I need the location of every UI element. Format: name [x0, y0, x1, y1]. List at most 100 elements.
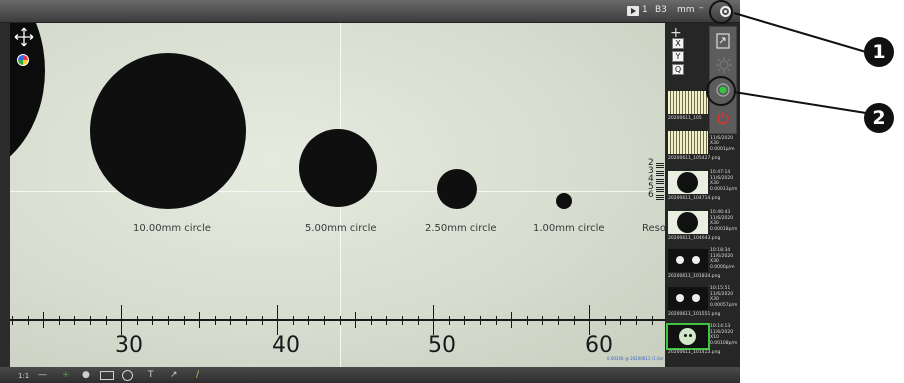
ruler-tick	[542, 315, 544, 325]
gallery-thumbnail[interactable]	[668, 287, 708, 310]
ruler-tick	[58, 315, 60, 325]
light-tool-icon[interactable]: ●	[82, 370, 90, 380]
circle-tool-icon[interactable]	[122, 370, 133, 381]
axis-x-button[interactable]: X	[672, 38, 684, 49]
ruler-tick	[199, 312, 201, 328]
ruler-tick	[464, 315, 466, 325]
ruler-tick	[386, 315, 388, 325]
color-palette-icon[interactable]	[17, 54, 29, 66]
minimize-icon[interactable]: –	[699, 3, 704, 13]
ruler-tick	[620, 315, 622, 325]
video-camera-icon[interactable]	[627, 6, 639, 16]
pen-tool-icon[interactable]: /	[196, 370, 200, 380]
ruler-label: 60	[585, 333, 613, 358]
ruler-tick	[573, 315, 575, 325]
sun-icon[interactable]	[716, 57, 732, 73]
gear-icon	[720, 6, 731, 17]
circle-label: 2.50mm circle	[425, 223, 497, 234]
res-number: 5	[648, 182, 654, 192]
gallery-thumbnail[interactable]	[668, 249, 708, 272]
ruler-tick	[105, 315, 107, 325]
res-number: 6	[648, 190, 654, 200]
ruler-tick	[558, 315, 559, 325]
calibration-stamp: 0.00356 @ 20200611 (1.0x)	[607, 356, 664, 361]
ruler-tick	[121, 305, 123, 335]
circle-label: 10.00mm circle	[133, 223, 211, 234]
ruler-tick	[651, 315, 653, 325]
ruler-tick	[402, 315, 403, 325]
thumbnail-filename: 20200611_101834.png	[668, 274, 721, 279]
res-number: 4	[648, 174, 654, 184]
add-icon[interactable]: +	[670, 25, 682, 41]
circle-5mm	[299, 129, 377, 207]
zoom-label[interactable]: 1:1	[18, 372, 30, 380]
ruler-tick	[433, 305, 435, 335]
ruler-tick	[370, 315, 372, 325]
camera-index: 1	[642, 5, 648, 15]
ruler-tick	[168, 315, 169, 325]
ruler-tick	[74, 315, 76, 325]
text-tool[interactable]: T	[148, 370, 154, 380]
ruler-tick	[230, 315, 232, 325]
record-icon[interactable]	[716, 83, 730, 97]
ruler-tick	[292, 315, 294, 325]
thumbnail-filename: 20200611_101413.png	[668, 350, 721, 355]
ruler-tick	[324, 315, 325, 325]
point-tool-icon[interactable]: +	[62, 370, 70, 380]
thumbnail-filename: 20200611_104714.png	[668, 196, 721, 201]
arrow-tool-icon[interactable]: ↗	[170, 370, 178, 380]
gallery-thumbnail[interactable]	[666, 323, 710, 350]
res-number: 3	[648, 166, 654, 176]
circle-label: 5.00mm circle	[305, 223, 377, 234]
ruler-tick	[495, 315, 497, 325]
ruler-tick	[27, 315, 29, 325]
axis-y-button[interactable]: Y	[672, 51, 684, 62]
ruler-tick	[214, 315, 216, 325]
line-tool-icon[interactable]: —	[38, 370, 47, 380]
unit-label[interactable]: mm	[677, 5, 695, 15]
circle-label: 1.00mm circle	[533, 223, 605, 234]
thumbnail-meta: 10:14:13 11/6/2020 X10 0.00108p/m	[710, 324, 738, 346]
settings-button[interactable]	[712, 2, 738, 22]
axis-q-button[interactable]: Q	[672, 64, 684, 75]
thumbnail-filename: 20200611_105	[668, 116, 702, 121]
rectangle-tool-icon[interactable]	[100, 371, 114, 380]
ruler-tick	[136, 315, 138, 325]
gallery-thumbnail[interactable]	[668, 211, 708, 234]
thumbnail-meta: 10:18:34 11/6/2020 X30 0.0000p/m	[710, 248, 735, 270]
ruler-tick	[636, 315, 637, 325]
ruler-tick	[308, 315, 310, 325]
bottom-toolbar: 1:1 — + ● T ↗ /	[0, 367, 740, 383]
top-bar: 1 B3 mm –	[0, 0, 740, 23]
thumbnail-meta: 10:46:43 11/6/2020 X30 0.00018p/m	[710, 210, 738, 232]
objective-label[interactable]: B3	[655, 5, 667, 15]
ruler-baseline	[10, 319, 665, 321]
ruler-tick	[589, 305, 591, 335]
gallery-thumbnail[interactable]	[668, 131, 708, 154]
ruler-tick	[152, 315, 154, 325]
ruler-tick	[90, 315, 91, 325]
ruler-label: 50	[428, 333, 456, 358]
ruler-tick	[12, 315, 13, 325]
thumbnail-meta: 10:15:51 11/6/2020 X30 0.00057p/m	[710, 286, 738, 308]
gallery-thumbnail[interactable]	[668, 91, 708, 114]
ruler-tick	[480, 315, 481, 325]
camera-view[interactable]: 10.00mm circle 5.00mm circle 2.50mm circ…	[10, 23, 665, 367]
res-number: 2	[648, 158, 654, 168]
export-icon[interactable]	[716, 33, 730, 49]
ruler-label: 40	[272, 333, 300, 358]
ruler-tick	[355, 312, 357, 328]
ruler-tick	[43, 312, 45, 328]
callout-badge: 1	[864, 37, 894, 67]
ruler-tick	[604, 315, 606, 325]
settings-menu	[709, 26, 737, 134]
ruler-label: 30	[115, 333, 143, 358]
gallery-thumbnail[interactable]	[668, 171, 708, 194]
power-icon[interactable]	[716, 111, 730, 125]
ruler-tick	[339, 315, 341, 325]
thumbnail-filename: 20200611_104643.png	[668, 236, 721, 241]
move-icon[interactable]	[14, 27, 34, 47]
ruler-tick	[261, 315, 263, 325]
thumbnail-meta: 10:47:14 11/6/2020 X30 0.00013p/m	[710, 170, 738, 192]
